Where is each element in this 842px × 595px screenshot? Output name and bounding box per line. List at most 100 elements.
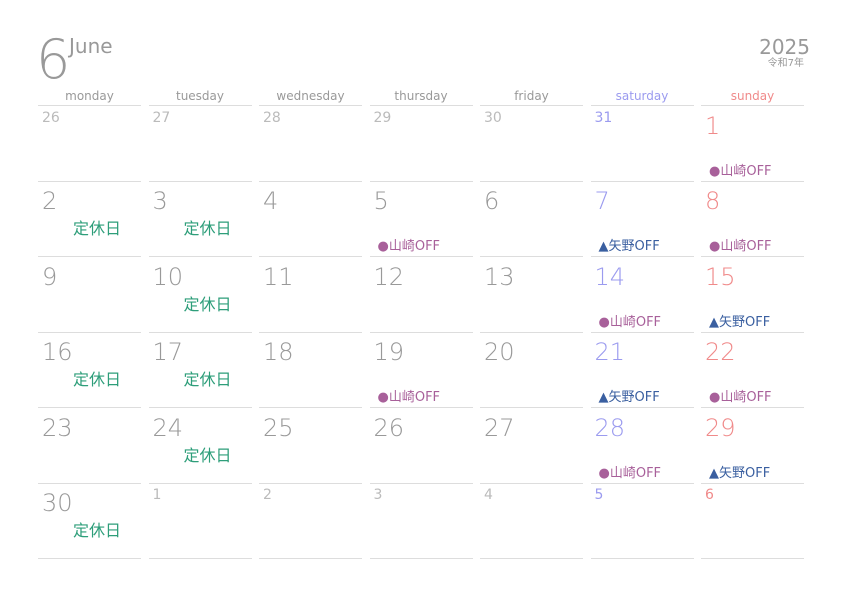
day-number: 12	[373, 262, 405, 291]
staff-off: ▲矢野OFF	[598, 239, 660, 255]
day-number: 4	[484, 487, 493, 503]
day-cell: 6	[701, 483, 804, 559]
day-cell: 15 ▲矢野OFF	[701, 257, 804, 333]
day-cell: 27	[148, 106, 252, 182]
day-cell: 22 ●山崎OFF	[701, 332, 804, 409]
day-number: 10	[152, 262, 184, 291]
day-cell: 20	[480, 332, 583, 409]
day-cell: 31	[590, 106, 694, 182]
day-cell: 1	[148, 483, 252, 559]
day-number: 14	[594, 262, 626, 291]
day-cell: 7 ▲矢野OFF	[590, 181, 694, 258]
day-cell: 2 定休日	[38, 181, 141, 258]
closed-day: 定休日	[73, 521, 122, 540]
day-cell: 5	[590, 483, 694, 559]
era: 令和7年	[767, 58, 804, 69]
day-cell: 5 ●山崎OFF	[369, 181, 473, 258]
day-cell: 14 ●山崎OFF	[590, 257, 694, 333]
weekday-label: wednesday	[259, 89, 362, 106]
month-number: 6	[36, 28, 71, 91]
day-number: 9	[42, 262, 58, 291]
day-cell: 25	[259, 408, 362, 484]
day-cell: 12	[369, 257, 473, 333]
staff-off: ●山崎OFF	[598, 314, 662, 330]
day-cell: 30	[480, 106, 583, 182]
closed-day: 定休日	[73, 370, 122, 390]
day-cell: 19 ●山崎OFF	[369, 332, 473, 409]
staff-off: ●山崎OFF	[377, 239, 441, 255]
day-number: 16	[42, 338, 73, 367]
day-number: 6	[484, 187, 500, 216]
weekday-label: friday	[480, 89, 583, 106]
staff-off: ▲矢野OFF	[709, 465, 771, 481]
day-number: 18	[263, 338, 294, 367]
day-number: 26	[42, 110, 60, 126]
staff-off: ▲矢野OFF	[709, 314, 771, 330]
year: 2025	[759, 35, 810, 59]
weekday-label: tuesday	[148, 89, 252, 106]
day-cell: 9	[38, 257, 141, 333]
day-cell: 13	[480, 257, 583, 333]
day-cell: 21 ▲矢野OFF	[590, 332, 694, 409]
weekday-label: saturday	[590, 89, 694, 106]
day-number: 13	[484, 262, 515, 291]
day-number: 2	[42, 187, 58, 216]
day-number: 28	[263, 110, 281, 126]
day-number: 7	[594, 187, 610, 216]
day-number: 1	[705, 112, 721, 140]
day-number: 2	[263, 487, 272, 503]
day-cell: 3	[369, 483, 473, 559]
day-number: 20	[484, 338, 515, 367]
weekday-label: monday	[38, 89, 141, 106]
day-cell: 23	[38, 408, 141, 484]
day-cell: 17 定休日	[148, 332, 252, 409]
day-number: 28	[594, 413, 626, 442]
day-number: 19	[373, 338, 405, 367]
day-number: 26	[373, 413, 405, 442]
day-cell: 4	[259, 181, 362, 258]
staff-off: ▲矢野OFF	[598, 390, 660, 406]
day-cell: 16 定休日	[38, 332, 141, 409]
day-number: 15	[705, 262, 736, 291]
day-number: 25	[263, 413, 294, 442]
day-number: 22	[705, 338, 736, 367]
weekday-label: thursday	[369, 89, 473, 106]
day-cell: 28	[259, 106, 362, 182]
day-cell: 27	[480, 408, 583, 484]
day-number: 27	[484, 413, 515, 442]
day-number: 3	[152, 187, 168, 216]
day-number: 30	[484, 110, 502, 126]
day-cell: 1 ●山崎OFF	[701, 106, 804, 182]
day-number: 24	[152, 413, 184, 442]
staff-off: ●山崎OFF	[709, 164, 772, 179]
day-number: 23	[42, 413, 73, 442]
day-cell: 28 ●山崎OFF	[590, 408, 694, 484]
closed-day: 定休日	[73, 219, 122, 239]
day-cell: 18	[259, 332, 362, 409]
weekday-label: sunday	[701, 89, 804, 106]
day-cell: 24 定休日	[148, 408, 252, 484]
day-cell: 26	[369, 408, 473, 484]
day-number: 6	[705, 487, 714, 503]
day-number: 30	[42, 489, 73, 517]
staff-off: ●山崎OFF	[598, 465, 662, 481]
closed-day: 定休日	[183, 219, 232, 239]
day-cell: 10 定休日	[148, 257, 252, 333]
day-number: 29	[373, 110, 392, 126]
closed-day: 定休日	[183, 370, 232, 390]
day-number: 31	[594, 110, 613, 126]
day-number: 17	[152, 338, 184, 367]
day-cell: 30 定休日	[38, 483, 141, 559]
day-number: 27	[152, 110, 171, 126]
day-cell: 4	[480, 483, 583, 559]
staff-off: ●山崎OFF	[709, 390, 772, 406]
day-number: 29	[705, 413, 736, 442]
day-number: 8	[705, 187, 721, 216]
day-cell: 3 定休日	[148, 181, 252, 258]
day-number: 5	[373, 187, 389, 216]
day-number: 1	[152, 487, 162, 503]
day-cell: 8 ●山崎OFF	[701, 181, 804, 258]
day-number: 3	[373, 487, 383, 503]
day-cell: 6	[480, 181, 583, 258]
